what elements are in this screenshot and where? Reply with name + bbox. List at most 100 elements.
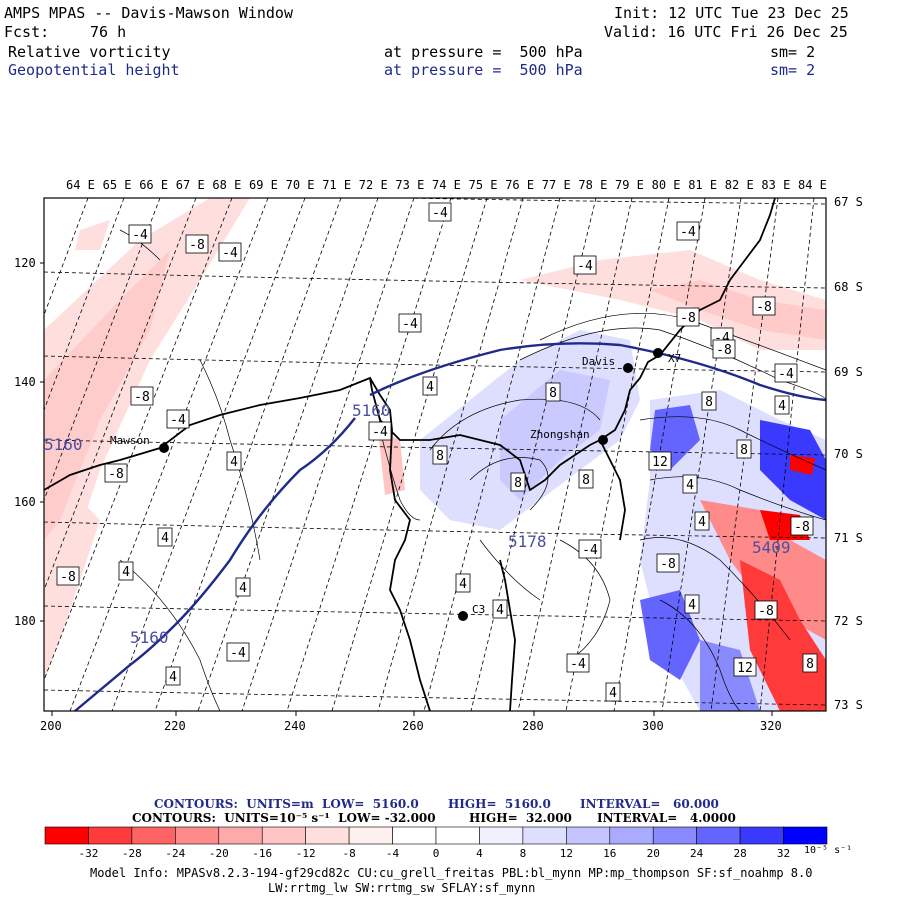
latitude-label: 71 S xyxy=(834,531,863,545)
y-tick-label: 140 xyxy=(14,375,36,389)
contour-label-text: 4 xyxy=(161,531,169,546)
height-label: 5178 xyxy=(508,532,547,551)
contour-label-box: -8 xyxy=(656,553,680,573)
contour-label-text: -4 xyxy=(582,543,598,558)
field2-smoothing: sm= 2 xyxy=(770,61,816,79)
colorbar-tick: 16 xyxy=(603,847,616,860)
positive-vorticity-core xyxy=(650,280,826,340)
longitude-label: 66 E xyxy=(139,178,168,192)
latitude-label: 68 S xyxy=(834,280,863,294)
field2-name: Geopotential height xyxy=(8,61,180,79)
contour-label-box: 4 xyxy=(605,682,621,702)
strong-positive-vorticity xyxy=(700,500,826,640)
station-labels: Mawson Davis Zhongshan C3 X7 xyxy=(110,352,681,616)
contour-label-box: 8 xyxy=(545,382,561,402)
contour-label-text: -4 xyxy=(230,646,246,661)
colorbar-swatch xyxy=(566,826,611,845)
strong-positive-vorticity xyxy=(740,560,826,711)
contour-label-box: -8 xyxy=(754,600,778,620)
longitude-label: 78 E xyxy=(578,178,607,192)
field1-level: at pressure = 500 hPa xyxy=(384,43,583,61)
contour-label-box: 4 xyxy=(165,666,181,686)
mawson-station-dot xyxy=(159,443,169,453)
contour-label-text: -8 xyxy=(108,467,124,482)
plot-frame xyxy=(43,197,827,712)
contour-label-text: 8 xyxy=(582,473,590,488)
contour-label-text: -4 xyxy=(402,317,418,332)
contour-label-box: 4 xyxy=(226,451,242,471)
contour-label-box: -8 xyxy=(56,566,80,586)
latitude-label: 73 S xyxy=(834,698,863,712)
colorbar-swatch xyxy=(131,826,176,845)
contour-label-text: 4 xyxy=(496,603,504,618)
colorbar-tick: -12 xyxy=(296,847,316,860)
contour-label-text: 8 xyxy=(740,443,748,458)
latitude-label: 72 S xyxy=(834,614,863,628)
colorbar xyxy=(44,826,828,845)
colorbar-swatch xyxy=(435,826,480,845)
positive-vorticity-patch xyxy=(75,220,110,250)
latitude-label: 70 S xyxy=(834,447,863,461)
colorbar-swatch xyxy=(261,826,306,845)
contour-label-text: 4 xyxy=(688,598,696,613)
contour-label-text: -4 xyxy=(432,206,448,221)
longitude-label: 79 E xyxy=(615,178,644,192)
colorbar-tick: 8 xyxy=(520,847,527,860)
contour-label-box: -4 xyxy=(774,363,798,383)
colorbar-tick-labels: -32 -28 -24 -20 -16 -12 -8 -4 0 4 8 12 16 20 24 28 32 xyxy=(79,847,791,860)
valid-time: Valid: 16 UTC Fri 26 Dec 25 xyxy=(604,23,848,41)
contour-label-text: 8 xyxy=(806,657,814,672)
height-label: 5409 xyxy=(752,538,791,557)
contour-label-text: -4 xyxy=(577,259,593,274)
longitude-label: 83 E xyxy=(761,178,790,192)
longitude-label: 81 E xyxy=(688,178,717,192)
contour-label-text: -8 xyxy=(716,343,732,358)
station-markers xyxy=(159,348,663,621)
strong-negative-vorticity xyxy=(700,640,760,711)
longitude-label: 84 E xyxy=(798,178,827,192)
x-axis-ticks: 200 220 240 260 280 300 320 xyxy=(40,711,782,733)
contour-label-box: 4 xyxy=(492,599,508,619)
colorbar-tick: 4 xyxy=(476,847,483,860)
model-info-line2: LW:rrtmg_lw SW:rrtmg_sw SFLAY:sf_mynn xyxy=(268,881,536,895)
colorbar-tick: -4 xyxy=(386,847,400,860)
contour-label-box: -4 xyxy=(166,409,190,429)
field1-name: Relative vorticity xyxy=(8,43,171,61)
colorbar-swatch xyxy=(783,826,828,845)
contour-label-box: -4 xyxy=(368,421,392,441)
contour-label-text: 4 xyxy=(609,686,617,701)
contour-label-box: 12 xyxy=(648,451,672,471)
contour-label-text: 4 xyxy=(686,478,694,493)
y-tick-label: 120 xyxy=(14,256,36,270)
longitude-label: 70 E xyxy=(286,178,315,192)
colorbar-tick: -16 xyxy=(252,847,272,860)
colorbar-swatch xyxy=(652,826,697,845)
x-tick-label: 320 xyxy=(760,719,782,733)
x-tick-label: 300 xyxy=(642,719,664,733)
longitude-label: 64 E xyxy=(66,178,95,192)
contour-label-text: -8 xyxy=(660,557,676,572)
colorbar-swatch xyxy=(305,826,350,845)
longitude-label: 75 E xyxy=(469,178,498,192)
colorbar-swatch xyxy=(522,826,567,845)
longitude-label: 71 E xyxy=(322,178,351,192)
station-label-zhongshan: Zhongshan xyxy=(530,428,590,441)
height-contour-info: CONTOURS: UNITS=m LOW= 5160.0 HIGH= 5160… xyxy=(154,797,719,811)
colorbar-swatch xyxy=(609,826,654,845)
contour-label-text: 4 xyxy=(230,455,238,470)
vorticity-contour-labels: -4 -4 -8 -4 -4 -4 -4 -8 -4 -4 8 8 8 8 -8 4 4 4 4 4 4 4 4 4 -8 -8 -… xyxy=(56,202,818,702)
contour-label-box: -4 xyxy=(676,221,700,241)
colorbar-unit: 10⁻⁵ s⁻¹ xyxy=(804,845,852,856)
contour-label-box: 4 xyxy=(682,474,698,494)
x-tick-label: 280 xyxy=(522,719,544,733)
positive-vorticity-region xyxy=(520,250,826,350)
longitude-label: 69 E xyxy=(249,178,278,192)
contour-label-box: 12 xyxy=(733,657,757,677)
colorbar-swatch xyxy=(392,826,437,845)
positive-vorticity-core xyxy=(44,250,170,540)
contour-label-box: -8 xyxy=(790,516,814,536)
colorbar-tick: -20 xyxy=(209,847,229,860)
contour-label-box: 4 xyxy=(774,395,790,415)
colorbar-tick: 12 xyxy=(560,847,573,860)
contour-label-text: 4 xyxy=(778,399,786,414)
